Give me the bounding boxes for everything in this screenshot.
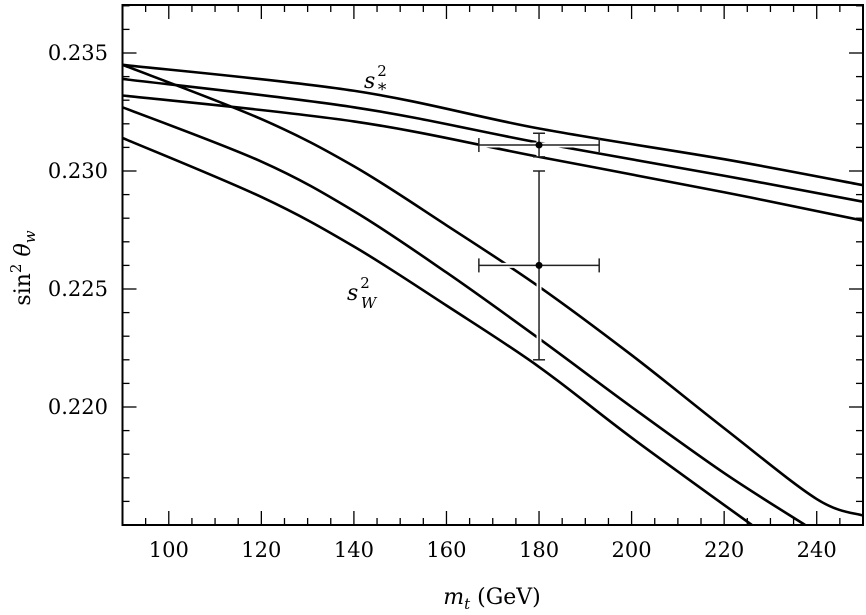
x-tick-labels: 100 120 140 160 180 200 220 240 [149,538,837,562]
x-tick-label: 220 [704,538,744,562]
s-w-curve [122,106,806,525]
error-bars [478,132,600,361]
s-w-curve [122,136,753,525]
curves [122,63,863,525]
s-star-curve [122,77,863,203]
error-bar-point [478,170,600,361]
x-tick-label: 140 [334,538,374,562]
s-star-curve [122,94,863,222]
x-tick-label: 100 [149,538,189,562]
axis-ticks [121,5,864,525]
y-tick-labels: 0.220 0.225 0.230 0.235 [48,41,108,419]
x-axis-label: mt (GeV) [443,585,541,613]
s-w-curve [122,63,863,517]
y-tick-label: 0.230 [48,159,108,183]
y-tick-label: 0.235 [48,41,108,65]
data-point [535,141,543,149]
plot-frame [121,4,864,526]
y-tick-label: 0.220 [48,395,108,419]
error-bar-point [478,132,600,158]
x-tick-label: 200 [612,538,652,562]
x-tick-label: 120 [241,538,281,562]
x-tick-label: 240 [797,538,837,562]
x-tick-label: 160 [426,538,466,562]
y-tick-label: 0.225 [48,277,108,301]
data-point [535,261,543,269]
s-star-curve [122,63,863,187]
y-axis-label: sin2 θw [7,230,39,305]
x-tick-label: 180 [519,538,559,562]
